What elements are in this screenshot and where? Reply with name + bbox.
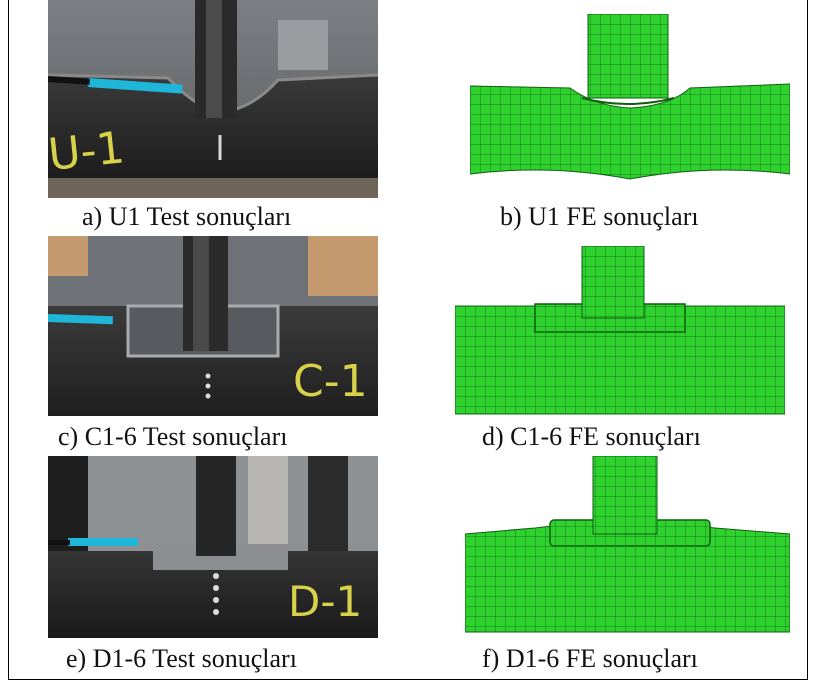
caption-f: f) D1-6 FE sonuçları (482, 644, 698, 673)
specimen-label-u: U-1 (48, 122, 127, 181)
caption-c: c) C1-6 Test sonuçları (58, 422, 288, 451)
caption-d: d) C1-6 FE sonuçları (482, 422, 701, 451)
figure-frame (8, 0, 808, 680)
c1-test-photo: C-1 (48, 236, 378, 416)
specimen-label-d: D-1 (288, 577, 362, 626)
c1-fe-model (455, 246, 785, 416)
caption-e: e) D1-6 Test sonuçları (66, 644, 297, 673)
caption-b: b) U1 FE sonuçları (500, 202, 699, 231)
specimen-label-c: C-1 (293, 356, 368, 407)
d1-test-photo: D-1 (48, 456, 378, 638)
d1-fe-model (465, 456, 790, 634)
u1-test-photo: U-1 (48, 0, 378, 198)
caption-a: a) U1 Test sonuçları (82, 202, 292, 231)
u1-fe-model (470, 14, 790, 192)
